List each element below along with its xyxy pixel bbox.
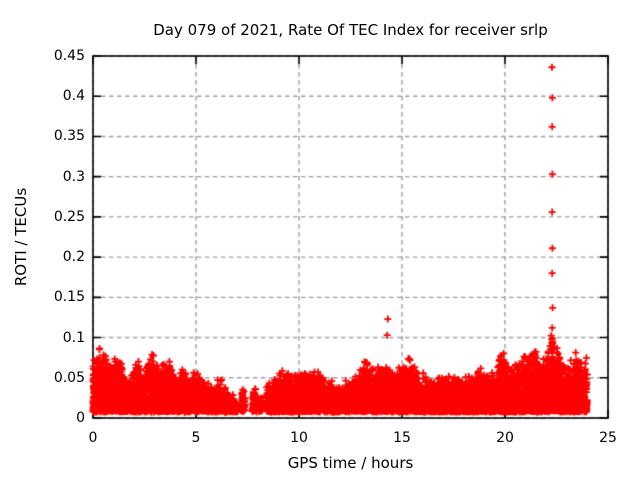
- x-axis-label: GPS time / hours: [287, 454, 414, 472]
- y-tick-label: 0.25: [53, 208, 85, 225]
- y-tick-label: 0.35: [53, 128, 85, 145]
- y-tick-label: 0.15: [53, 289, 85, 306]
- y-tick-label: 0.45: [53, 48, 85, 64]
- y-axis-label: ROTI / TECUs: [12, 187, 30, 287]
- x-tick-label: 10: [290, 430, 308, 446]
- y-tick-label: 0.3: [62, 168, 85, 185]
- x-tick-label: 0: [88, 430, 98, 446]
- y-tick-label: 0.1: [62, 329, 85, 346]
- x-tick-label: 25: [599, 430, 617, 446]
- x-tick-label: 15: [393, 430, 411, 446]
- x-tick-label: 20: [496, 430, 514, 446]
- y-tick-label: 0: [76, 410, 85, 426]
- y-tick-label: 0.05: [53, 369, 85, 386]
- y-tick-label: 0.2: [62, 249, 85, 266]
- chart-title: Day 079 of 2021, Rate Of TEC Index for r…: [153, 21, 548, 39]
- x-tick-label: 5: [191, 430, 201, 446]
- y-tick-label: 0.4: [62, 88, 85, 105]
